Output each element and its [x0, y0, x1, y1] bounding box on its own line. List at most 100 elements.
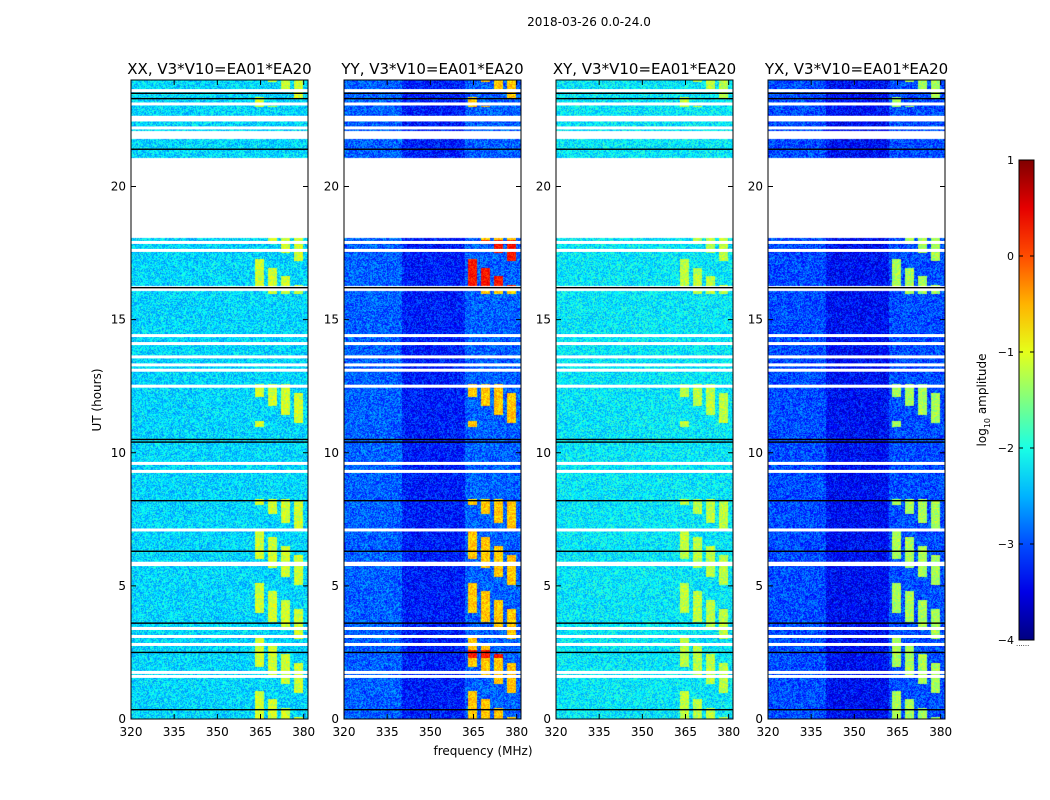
flag-line-dark	[768, 651, 945, 654]
flag-line-white	[131, 469, 308, 473]
flag-line-white	[768, 118, 945, 122]
x-tick-label: 350	[631, 725, 654, 739]
y-tick-label: 5	[755, 579, 763, 593]
y-tick-label: 0	[118, 712, 126, 726]
heatmap-image	[131, 80, 308, 719]
colorbar-tick-label: 1	[1007, 154, 1014, 167]
flag-line-white	[556, 126, 733, 130]
flag-line-white	[556, 634, 733, 638]
flag-line-white	[344, 368, 521, 372]
y-tick-label: 0	[755, 712, 763, 726]
flag-line-white	[344, 634, 521, 638]
flag-line-dark	[768, 438, 945, 441]
flag-line-dark	[131, 651, 308, 654]
flag-line-dark	[768, 550, 945, 552]
flag-line-dark	[131, 92, 308, 95]
colorbar-label-sub: 10	[983, 418, 992, 428]
flag-line-dark	[344, 438, 521, 441]
flag-line-white	[768, 355, 945, 359]
flag-line-dark	[344, 97, 521, 100]
flag-line-dark	[344, 148, 521, 150]
x-tick-label: 320	[757, 725, 780, 739]
flag-line-white	[556, 89, 733, 93]
colorbar-tick-label: −3	[998, 538, 1014, 551]
flag-line-dark	[131, 148, 308, 150]
flag-line-white	[768, 670, 945, 674]
flag-line-white	[556, 248, 733, 252]
flag-line-dark	[768, 148, 945, 150]
flag-line-white	[344, 674, 521, 678]
flag-line-white	[556, 469, 733, 473]
flag-line-white	[768, 384, 945, 388]
flag-line-white	[556, 102, 733, 106]
flag-line-white	[131, 240, 308, 244]
flag-line-white	[344, 102, 521, 106]
flag-line-dark	[131, 499, 308, 502]
flag-line-dark	[768, 92, 945, 95]
panel-4: YX, V3*V10=EA01*EA20 320 335 350 365 380 0 5 10 1…	[748, 60, 952, 739]
flag-line-white	[131, 670, 308, 674]
flag-line-white	[131, 248, 308, 252]
flag-line-white	[131, 102, 308, 106]
colorbar-dots: ......	[1016, 640, 1029, 648]
y-tick-label: 15	[536, 313, 551, 327]
flag-line-dark	[344, 622, 521, 624]
flag-line-white	[556, 626, 733, 630]
x-tick-label: 365	[674, 725, 697, 739]
flag-line-white	[131, 363, 308, 367]
y-tick-label: 20	[324, 180, 339, 194]
flag-line-white	[556, 561, 733, 565]
flag-line-white	[344, 248, 521, 252]
panel-frame	[555, 79, 734, 720]
flag-line-dark	[131, 97, 308, 100]
flag-line-white	[768, 102, 945, 106]
colorbar: −4 −3 −2 −1 0 1 log10 amplitude......	[975, 154, 1035, 648]
flag-line-white	[556, 118, 733, 122]
flag-line-dark	[131, 708, 308, 711]
panels: XX, V3*V10=EA01*EA20 320 335 350 365 380 0 5 10 1…	[111, 60, 952, 739]
heatmap-image	[344, 80, 521, 719]
flag-line-white	[344, 342, 521, 346]
x-tick-label: 380	[929, 725, 952, 739]
colorbar-label-main: log	[975, 428, 989, 446]
panel-frame	[130, 79, 309, 720]
x-tick-label: 380	[717, 725, 740, 739]
panel-title: YY, V3*V10=EA01*EA20	[340, 60, 523, 78]
flag-line-white	[344, 461, 521, 465]
flag-line-white	[768, 642, 945, 646]
flag-line-white	[556, 240, 733, 244]
flag-line-white	[131, 115, 308, 119]
flag-line-white	[768, 342, 945, 346]
flag-line-white	[344, 363, 521, 367]
y-tick-label: 10	[324, 446, 339, 460]
heatmap-image	[768, 80, 945, 719]
flag-line-white	[556, 461, 733, 465]
y-tick-label: 20	[536, 180, 551, 194]
flag-line-white	[768, 528, 945, 532]
flag-line-dark	[344, 651, 521, 654]
flag-line-white	[556, 363, 733, 367]
flag-line-white	[556, 642, 733, 646]
x-tick-label: 335	[376, 725, 399, 739]
colorbar-label-rest: amplitude	[975, 354, 989, 418]
flag-line-white	[768, 89, 945, 93]
panel-title: XX, V3*V10=EA01*EA20	[127, 60, 311, 78]
flag-line-white	[131, 334, 308, 338]
flag-line-white	[344, 115, 521, 119]
flag-line-white	[768, 115, 945, 119]
flag-line-white	[131, 368, 308, 372]
figure-title: 2018-03-26 0.0-24.0	[527, 15, 651, 29]
flag-line-white	[556, 674, 733, 678]
flag-line-white	[131, 461, 308, 465]
flag-line-white	[131, 384, 308, 388]
flag-line-white	[344, 528, 521, 532]
flag-line-white	[344, 89, 521, 93]
panel-2: YY, V3*V10=EA01*EA20 320 335 350 365 380 0 5 10 1…	[324, 60, 528, 739]
flag-line-dark	[556, 438, 733, 441]
flag-line-white	[556, 384, 733, 388]
y-tick-label: 10	[536, 446, 551, 460]
flag-line-dark	[131, 286, 308, 289]
panel-frame	[343, 79, 522, 720]
flag-line-white	[344, 626, 521, 630]
